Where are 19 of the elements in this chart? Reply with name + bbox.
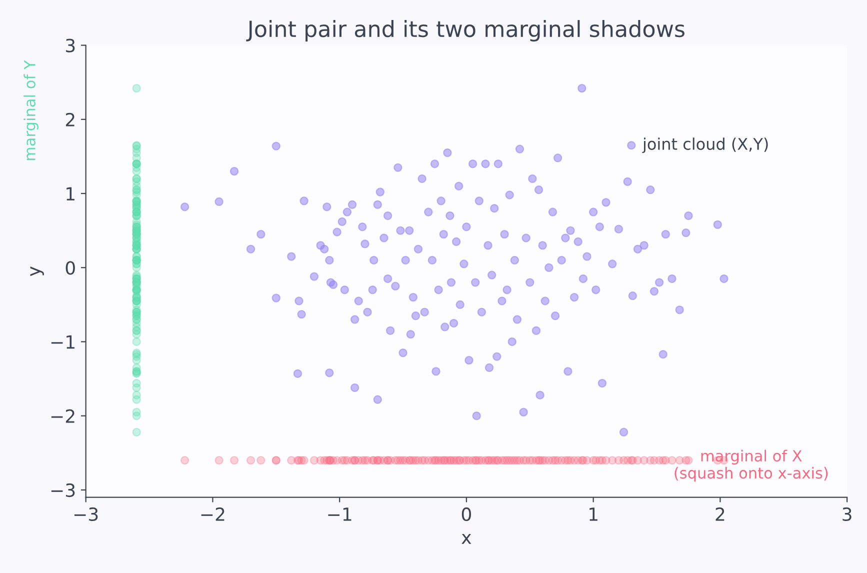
x-tick-label: −2 bbox=[201, 507, 224, 521]
annotation: joint cloud (X,Y) bbox=[642, 138, 768, 154]
x-tick-label: 2 bbox=[716, 507, 724, 521]
x-tick-label: 1 bbox=[590, 508, 598, 521]
y-tick-label: 2 bbox=[66, 112, 74, 126]
y-tick-label: −2 bbox=[51, 409, 74, 423]
text: marginal of Y bbox=[24, 60, 38, 160]
y-axis-title: y bbox=[30, 266, 44, 276]
annotation: marginal of X (squash onto x-axis) bbox=[674, 450, 828, 482]
y-tick-label: 0 bbox=[66, 261, 75, 275]
x-tick-label: −1 bbox=[328, 508, 352, 521]
chart-title: Joint pair and its two marginal shadows bbox=[246, 20, 684, 42]
y-tick-label: −3 bbox=[51, 483, 75, 498]
x-axis-title: x bbox=[462, 534, 472, 544]
x-tick-label: 0 bbox=[462, 507, 471, 522]
x-tick-label: 3 bbox=[842, 507, 852, 522]
y-tick-label: 1 bbox=[66, 187, 74, 200]
y-tick-label: −1 bbox=[51, 335, 74, 349]
y-tick-label: 3 bbox=[66, 38, 75, 52]
